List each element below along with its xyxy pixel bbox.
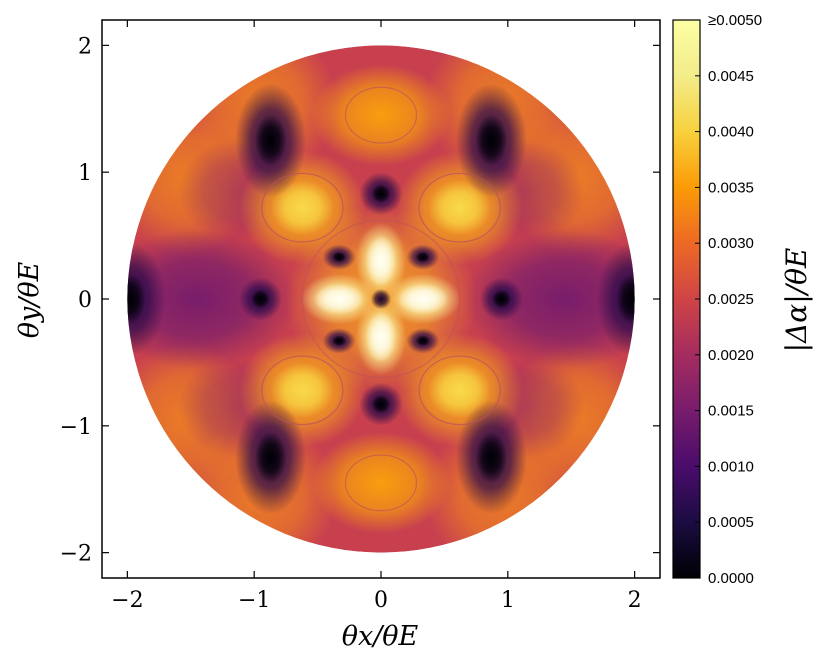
colorbar-tick-label: 0.0030	[708, 235, 754, 252]
saturated-lobe-core	[365, 311, 397, 363]
contour-line	[261, 355, 344, 426]
dark-minimum-core	[254, 114, 287, 167]
dark-minimum-core	[371, 394, 391, 414]
contour-line	[261, 172, 344, 243]
dark-minimum-core	[415, 335, 431, 347]
y-axis-title: θy/θE	[14, 261, 45, 338]
x-tick-label: −1	[238, 588, 270, 613]
colorbar-tick-label: 0.0015	[708, 403, 754, 420]
contour-line	[301, 219, 461, 379]
x-tick-label: 1	[501, 588, 515, 613]
dark-minimum-core	[415, 251, 431, 263]
y-tick-label: 1	[78, 161, 92, 186]
colorbar-tick-label: 0.0035	[708, 179, 754, 196]
colorbar-tick-label: ≥0.0050	[708, 12, 762, 29]
y-tick-label: 0	[78, 288, 92, 313]
x-axis: −2 −1 0 1 2	[111, 20, 642, 613]
colorbar-tick-label: 0.0025	[708, 291, 754, 308]
y-tick-label: −1	[60, 415, 92, 440]
dark-minimum-core	[331, 335, 347, 347]
dark-minimum-core	[127, 273, 146, 325]
colorbar: 0.0000 0.0005 0.0010 0.0015 0.0020 0.0025 0.00…	[672, 12, 813, 587]
saturated-lobe-core	[313, 283, 365, 315]
dark-minimum-core	[250, 289, 271, 309]
plot-area: −2 −1 0 1 2 −2 −1 0 1 2	[60, 19, 661, 613]
contour-line	[344, 454, 418, 512]
colorbar-tick-label: 0.0010	[708, 458, 754, 475]
x-axis-title: θx/θE	[342, 621, 419, 652]
colorbar-tick-label: 0.0045	[708, 68, 754, 85]
bright-lobe-core	[270, 179, 335, 236]
y-tick-label: 2	[78, 34, 92, 59]
dark-minimum-core	[491, 289, 512, 309]
dark-minimum-core	[616, 273, 635, 325]
cap-lobe	[311, 64, 451, 166]
saturated-lobe-core	[397, 283, 449, 315]
dark-minimum-core	[331, 251, 347, 263]
dark-minimum-core	[475, 114, 508, 167]
colorbar-tick-label: 0.0000	[708, 570, 754, 587]
dark-minimum-core	[254, 431, 287, 484]
dark-minimum-core	[475, 431, 508, 484]
center-minimum	[370, 288, 392, 310]
contour-line	[344, 86, 418, 144]
y-axis: −2 −1 0 1 2	[60, 34, 660, 567]
colorbar-tick-label: 0.0020	[708, 347, 754, 364]
heatmap-disk	[127, 45, 635, 553]
contour-line	[418, 355, 501, 426]
dark-minimum-core	[371, 184, 391, 204]
cap-lobe	[311, 432, 451, 534]
saturated-lobe-core	[365, 235, 397, 287]
colorbar-tick-label: 0.0040	[708, 124, 754, 141]
colorbar-ticks: 0.0000 0.0005 0.0010 0.0015 0.0020 0.0025 0.00…	[695, 12, 762, 587]
y-tick-label: −2	[60, 542, 92, 567]
bright-lobe-core	[270, 362, 335, 419]
colorbar-tick-label: 0.0005	[708, 514, 754, 531]
x-tick-label: 0	[374, 588, 388, 613]
x-tick-label: −2	[111, 588, 143, 613]
bright-lobe-core	[427, 179, 492, 236]
x-tick-label: 2	[628, 588, 642, 613]
bright-lobe-core	[427, 362, 492, 419]
colorbar-title: |Δα|/θE	[780, 248, 813, 353]
contour-line	[418, 172, 501, 243]
